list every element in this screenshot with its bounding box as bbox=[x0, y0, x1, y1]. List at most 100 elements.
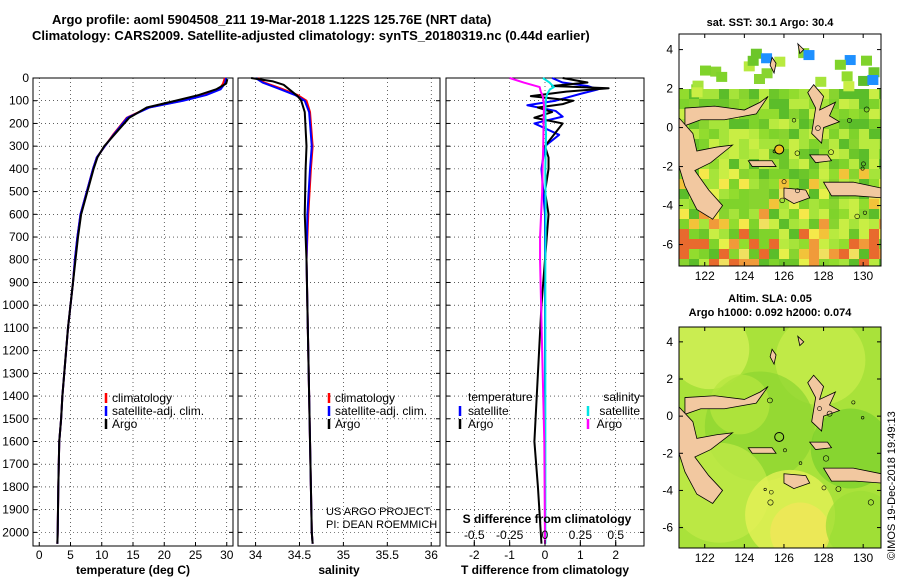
sst-cell bbox=[759, 99, 770, 110]
x-tick-label: 0 bbox=[542, 548, 549, 562]
sst-cell bbox=[819, 159, 830, 170]
sst-cell bbox=[719, 139, 730, 150]
sst-cell bbox=[749, 179, 760, 190]
land-mass bbox=[769, 348, 777, 366]
sst-cell bbox=[839, 239, 850, 250]
footer-credit: ©IMOS 19-Dec-2018 19:49:13 bbox=[886, 411, 898, 560]
sst-cell bbox=[839, 99, 850, 110]
y-tick-label: 700 bbox=[9, 230, 29, 244]
sst-cell bbox=[779, 219, 790, 230]
sst-cell bbox=[879, 159, 881, 170]
sst-cell bbox=[699, 239, 710, 250]
sst-cell bbox=[749, 139, 760, 150]
sst-cell bbox=[859, 229, 870, 240]
sst-cell bbox=[868, 67, 880, 78]
land-mass bbox=[807, 374, 841, 432]
sst-cell bbox=[879, 149, 881, 160]
legend-label: Argo bbox=[335, 417, 361, 431]
series-line bbox=[255, 77, 314, 544]
sst-cell bbox=[879, 119, 881, 130]
sst-cell bbox=[799, 149, 810, 160]
sst-cell bbox=[709, 179, 720, 190]
sst-cell bbox=[829, 219, 840, 230]
sla-blob bbox=[775, 327, 866, 406]
altimetry-map: 122 124 126 128 130 4 2 0 -2 -4 -6 bbox=[662, 326, 882, 565]
title-line-1: Argo profile: aoml 5904508_211 19-Mar-20… bbox=[52, 12, 492, 27]
sst-cell bbox=[849, 239, 860, 250]
land-mass bbox=[822, 467, 881, 484]
sst-cell bbox=[819, 169, 830, 180]
footer-project: US ARGO PROJECT bbox=[326, 506, 431, 518]
sst-cell bbox=[679, 89, 690, 100]
sst-cell bbox=[759, 109, 770, 120]
map-y-tick-label: 4 bbox=[666, 43, 673, 57]
sst-cell bbox=[719, 159, 730, 170]
sst-cell bbox=[829, 199, 840, 210]
x-tick-label-2: 0.25 bbox=[569, 528, 593, 542]
sst-cell bbox=[809, 189, 820, 200]
legend-label: satellite-adj. clim. bbox=[335, 404, 427, 418]
sst-cell bbox=[769, 99, 780, 110]
sst-cell bbox=[769, 109, 780, 120]
land-mass bbox=[808, 154, 833, 164]
map-y-tick-label: 2 bbox=[666, 82, 673, 96]
sst-cell bbox=[799, 159, 810, 170]
sst-cell bbox=[829, 229, 840, 240]
sst-cell bbox=[819, 129, 830, 140]
sst-cell bbox=[779, 239, 790, 250]
sst-cell bbox=[769, 199, 780, 210]
series-line bbox=[251, 77, 314, 544]
sst-cell bbox=[879, 99, 881, 110]
sst-cell bbox=[750, 48, 762, 59]
sst-cell bbox=[879, 219, 881, 230]
legend-label: climatology bbox=[335, 391, 395, 405]
sst-cell bbox=[829, 249, 840, 260]
x-tick-label-2: -0.5 bbox=[464, 528, 485, 542]
sst-cell bbox=[709, 129, 720, 140]
sst-cell bbox=[699, 99, 710, 110]
sst-cell bbox=[789, 249, 800, 260]
sst-cell bbox=[679, 199, 690, 210]
sst-cell bbox=[739, 249, 750, 260]
x-tick-label: 35 bbox=[337, 548, 351, 562]
sst-cell bbox=[709, 229, 720, 240]
sst-cell bbox=[689, 119, 700, 130]
land-mass bbox=[808, 441, 833, 450]
axes-frame bbox=[32, 77, 234, 547]
sst-cell bbox=[739, 99, 750, 110]
sst-cell bbox=[739, 179, 750, 190]
y-tick-label: 1900 bbox=[2, 503, 29, 517]
sst-cell bbox=[829, 259, 840, 266]
land-mass bbox=[747, 447, 777, 454]
sst-cell bbox=[869, 129, 880, 140]
island-outline bbox=[822, 455, 830, 462]
island-outline bbox=[798, 461, 803, 465]
sst-cell bbox=[689, 209, 700, 220]
sst-cell bbox=[839, 129, 850, 140]
sst-cell bbox=[679, 189, 690, 200]
sst-cell bbox=[869, 229, 880, 240]
sst-cell bbox=[789, 139, 800, 150]
sst-cell bbox=[789, 99, 800, 110]
y-tick-label: 800 bbox=[9, 253, 29, 267]
island-outline bbox=[767, 499, 774, 506]
sst-cell bbox=[849, 159, 860, 170]
island-outline bbox=[835, 486, 842, 492]
sst-cell bbox=[769, 89, 780, 100]
x-axis-label-2: S difference from climatology bbox=[463, 512, 632, 526]
sst-cell bbox=[769, 229, 780, 240]
sst-cell bbox=[789, 219, 800, 230]
sst-cell bbox=[869, 139, 880, 150]
sst-cell bbox=[789, 229, 800, 240]
legend-label: Argo bbox=[468, 417, 494, 431]
sst-cell bbox=[869, 249, 880, 260]
sst-cell bbox=[809, 109, 820, 120]
sla-blob bbox=[679, 327, 750, 390]
sst-cell bbox=[843, 81, 855, 92]
sst-cell bbox=[761, 53, 773, 64]
land-mass bbox=[797, 42, 805, 55]
map-y-tick-label: -6 bbox=[662, 238, 673, 252]
sst-cell bbox=[719, 189, 730, 200]
sst-cell bbox=[809, 239, 820, 250]
sst-cell bbox=[729, 169, 740, 180]
